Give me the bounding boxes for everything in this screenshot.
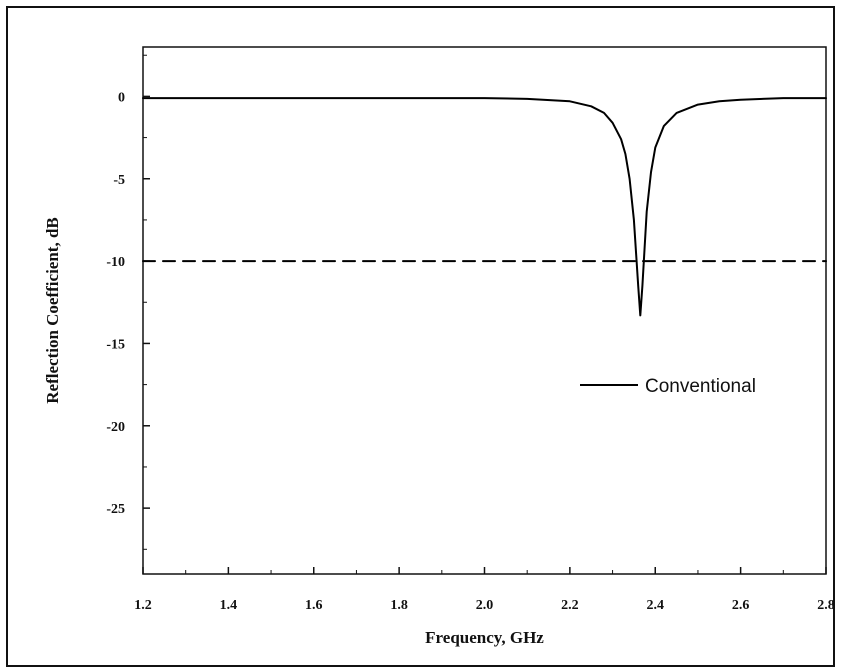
legend: Conventional <box>580 376 756 397</box>
y-axis-title: Reflection Coefficient, dB <box>43 217 62 403</box>
y-tick-label: -10 <box>106 255 125 270</box>
y-tick-label: -20 <box>106 420 125 435</box>
x-tick-label: 2.0 <box>476 598 494 613</box>
x-tick-label: 2.4 <box>647 598 665 613</box>
x-tick-label: 1.2 <box>134 598 152 613</box>
figure-frame <box>6 6 835 667</box>
legend-label-conventional: Conventional <box>645 376 756 397</box>
y-tick-label: -5 <box>113 173 125 188</box>
x-tick-label: 1.4 <box>220 598 238 613</box>
series-line-conventional <box>142 97 827 317</box>
x-axis-title: Frequency, GHz <box>425 628 544 647</box>
y-tick-label: -15 <box>106 337 125 352</box>
x-tick-label: 2.6 <box>732 598 750 613</box>
x-axis: 1.2 1.4 1.6 1.8 2.0 2.2 2.4 2.6 2.8 <box>134 567 835 613</box>
x-tick-label: 2.8 <box>817 598 835 613</box>
y-axis: 0 -5 -10 -15 -20 -25 <box>106 54 150 550</box>
y-tick-label: 0 <box>118 90 125 105</box>
y-tick-label: -25 <box>106 502 125 517</box>
x-tick-label: 2.2 <box>561 598 579 613</box>
x-tick-label: 1.8 <box>390 598 408 613</box>
series-layer <box>142 97 827 317</box>
plot-area <box>142 46 827 575</box>
x-tick-label: 1.6 <box>305 598 323 613</box>
